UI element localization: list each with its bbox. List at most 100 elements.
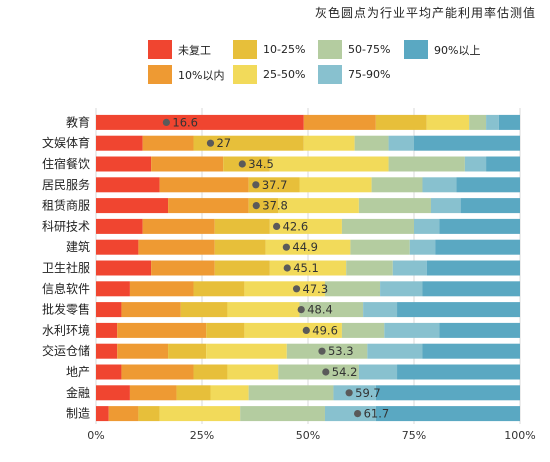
x-tick-label: 0% [87,429,104,442]
legend-item-50-75: 50-75% [318,40,390,59]
bar-segment [269,218,342,234]
bar-segment [214,239,266,255]
bar-segment [439,322,520,338]
x-tick-label: 50% [296,429,320,442]
bar-segment [498,114,520,130]
x-tick-label: 100% [504,429,535,442]
average-label: 59.7 [355,386,381,400]
bar-segment [214,260,270,276]
average-dot [206,139,215,147]
average-dot [282,243,290,251]
category-label: 水利环境 [42,322,90,337]
bar-segment [193,364,228,380]
bar-segment [439,218,520,234]
bar-segment [96,406,109,422]
bar-segment [486,114,499,130]
category-label: 租赁商服 [42,198,90,213]
bar-segment [96,114,304,130]
bar-segment [392,260,427,276]
bar-segment [269,260,347,276]
legend-item-not-resumed: 未复工 [148,40,211,59]
bar-segment [159,177,249,193]
bar-segment [303,114,376,130]
legend-swatch [233,65,257,84]
bar-segment [460,198,520,214]
bar-segment [358,364,398,380]
bar-segment [96,302,122,318]
bar-segment [176,385,211,401]
average-label: 53.3 [328,344,354,358]
legend-swatch [318,40,342,59]
average-label: 44.9 [292,240,318,254]
bar-segment [380,281,423,297]
average-dot [354,410,362,418]
bar-segment [367,343,423,359]
average-dot [273,222,281,230]
bar-segment [96,239,139,255]
average-label: 16.6 [172,115,198,129]
bar-segment [426,114,470,130]
average-dot [322,368,330,376]
average-dot [162,118,170,126]
category-label: 地产 [66,365,90,379]
category-label: 信息软件 [42,281,90,296]
category-label: 教育 [66,114,90,129]
average-label: 61.7 [364,407,390,421]
bar-segment [422,177,457,193]
legend-label: 90%以上 [434,43,481,57]
legend-swatch [318,65,342,84]
bar-segment [375,114,427,130]
category-label: 居民服务 [42,177,90,192]
bar-segment [422,281,520,297]
category-label: 住宿餐饮 [42,156,90,171]
bar-segment [96,135,143,151]
bar-segment [121,302,181,318]
category-label: 金融 [66,385,90,400]
legend-label: 75-90% [348,68,391,81]
bar-segment [96,177,160,193]
x-tick-label: 75% [402,429,426,442]
bar-segment [346,260,393,276]
bar-segment [180,302,228,318]
bar-segment [324,281,381,297]
bar-segment [397,364,520,380]
category-label: 交运仓储 [42,343,90,358]
bar-segment [384,322,440,338]
bar-segment [375,406,520,422]
bar-segment [303,135,355,151]
average-dot [252,202,260,210]
bar-segment [138,406,160,422]
bar-segment [206,343,287,359]
bar-segment [96,364,122,380]
bar-segment [422,343,520,359]
bar-segment [227,302,300,318]
bar-segment [388,156,465,172]
bar-segment [278,364,359,380]
bar-segment [210,385,249,401]
bar-segment [333,385,376,401]
legend-label: 10%以内 [178,68,225,82]
category-label: 卫生社服 [42,260,90,275]
bar-segment [486,156,520,172]
bar-segment [96,343,118,359]
average-dot [297,306,305,314]
bar-segment [464,156,487,172]
bar-segment [142,218,215,234]
bar-segment [96,260,152,276]
legend-swatch [404,40,428,59]
bar-segment [363,302,398,318]
bar-segment [121,364,194,380]
bar-segment [244,322,342,338]
bar-segment [435,239,520,255]
legend-label: 50-75% [348,43,391,56]
bar-segment [108,406,139,422]
bar-segment [358,198,431,214]
category-label: 批发零售 [42,302,90,317]
bar-segment [409,239,436,255]
bar-segment [469,114,487,130]
legend: 未复工 10%以内 10-25% 25-50% 50-75% 75-90% 90… [148,40,540,86]
legend-item-over-90: 90%以上 [404,40,480,59]
bar-segment [159,406,241,422]
x-tick-label: 25% [190,429,214,442]
